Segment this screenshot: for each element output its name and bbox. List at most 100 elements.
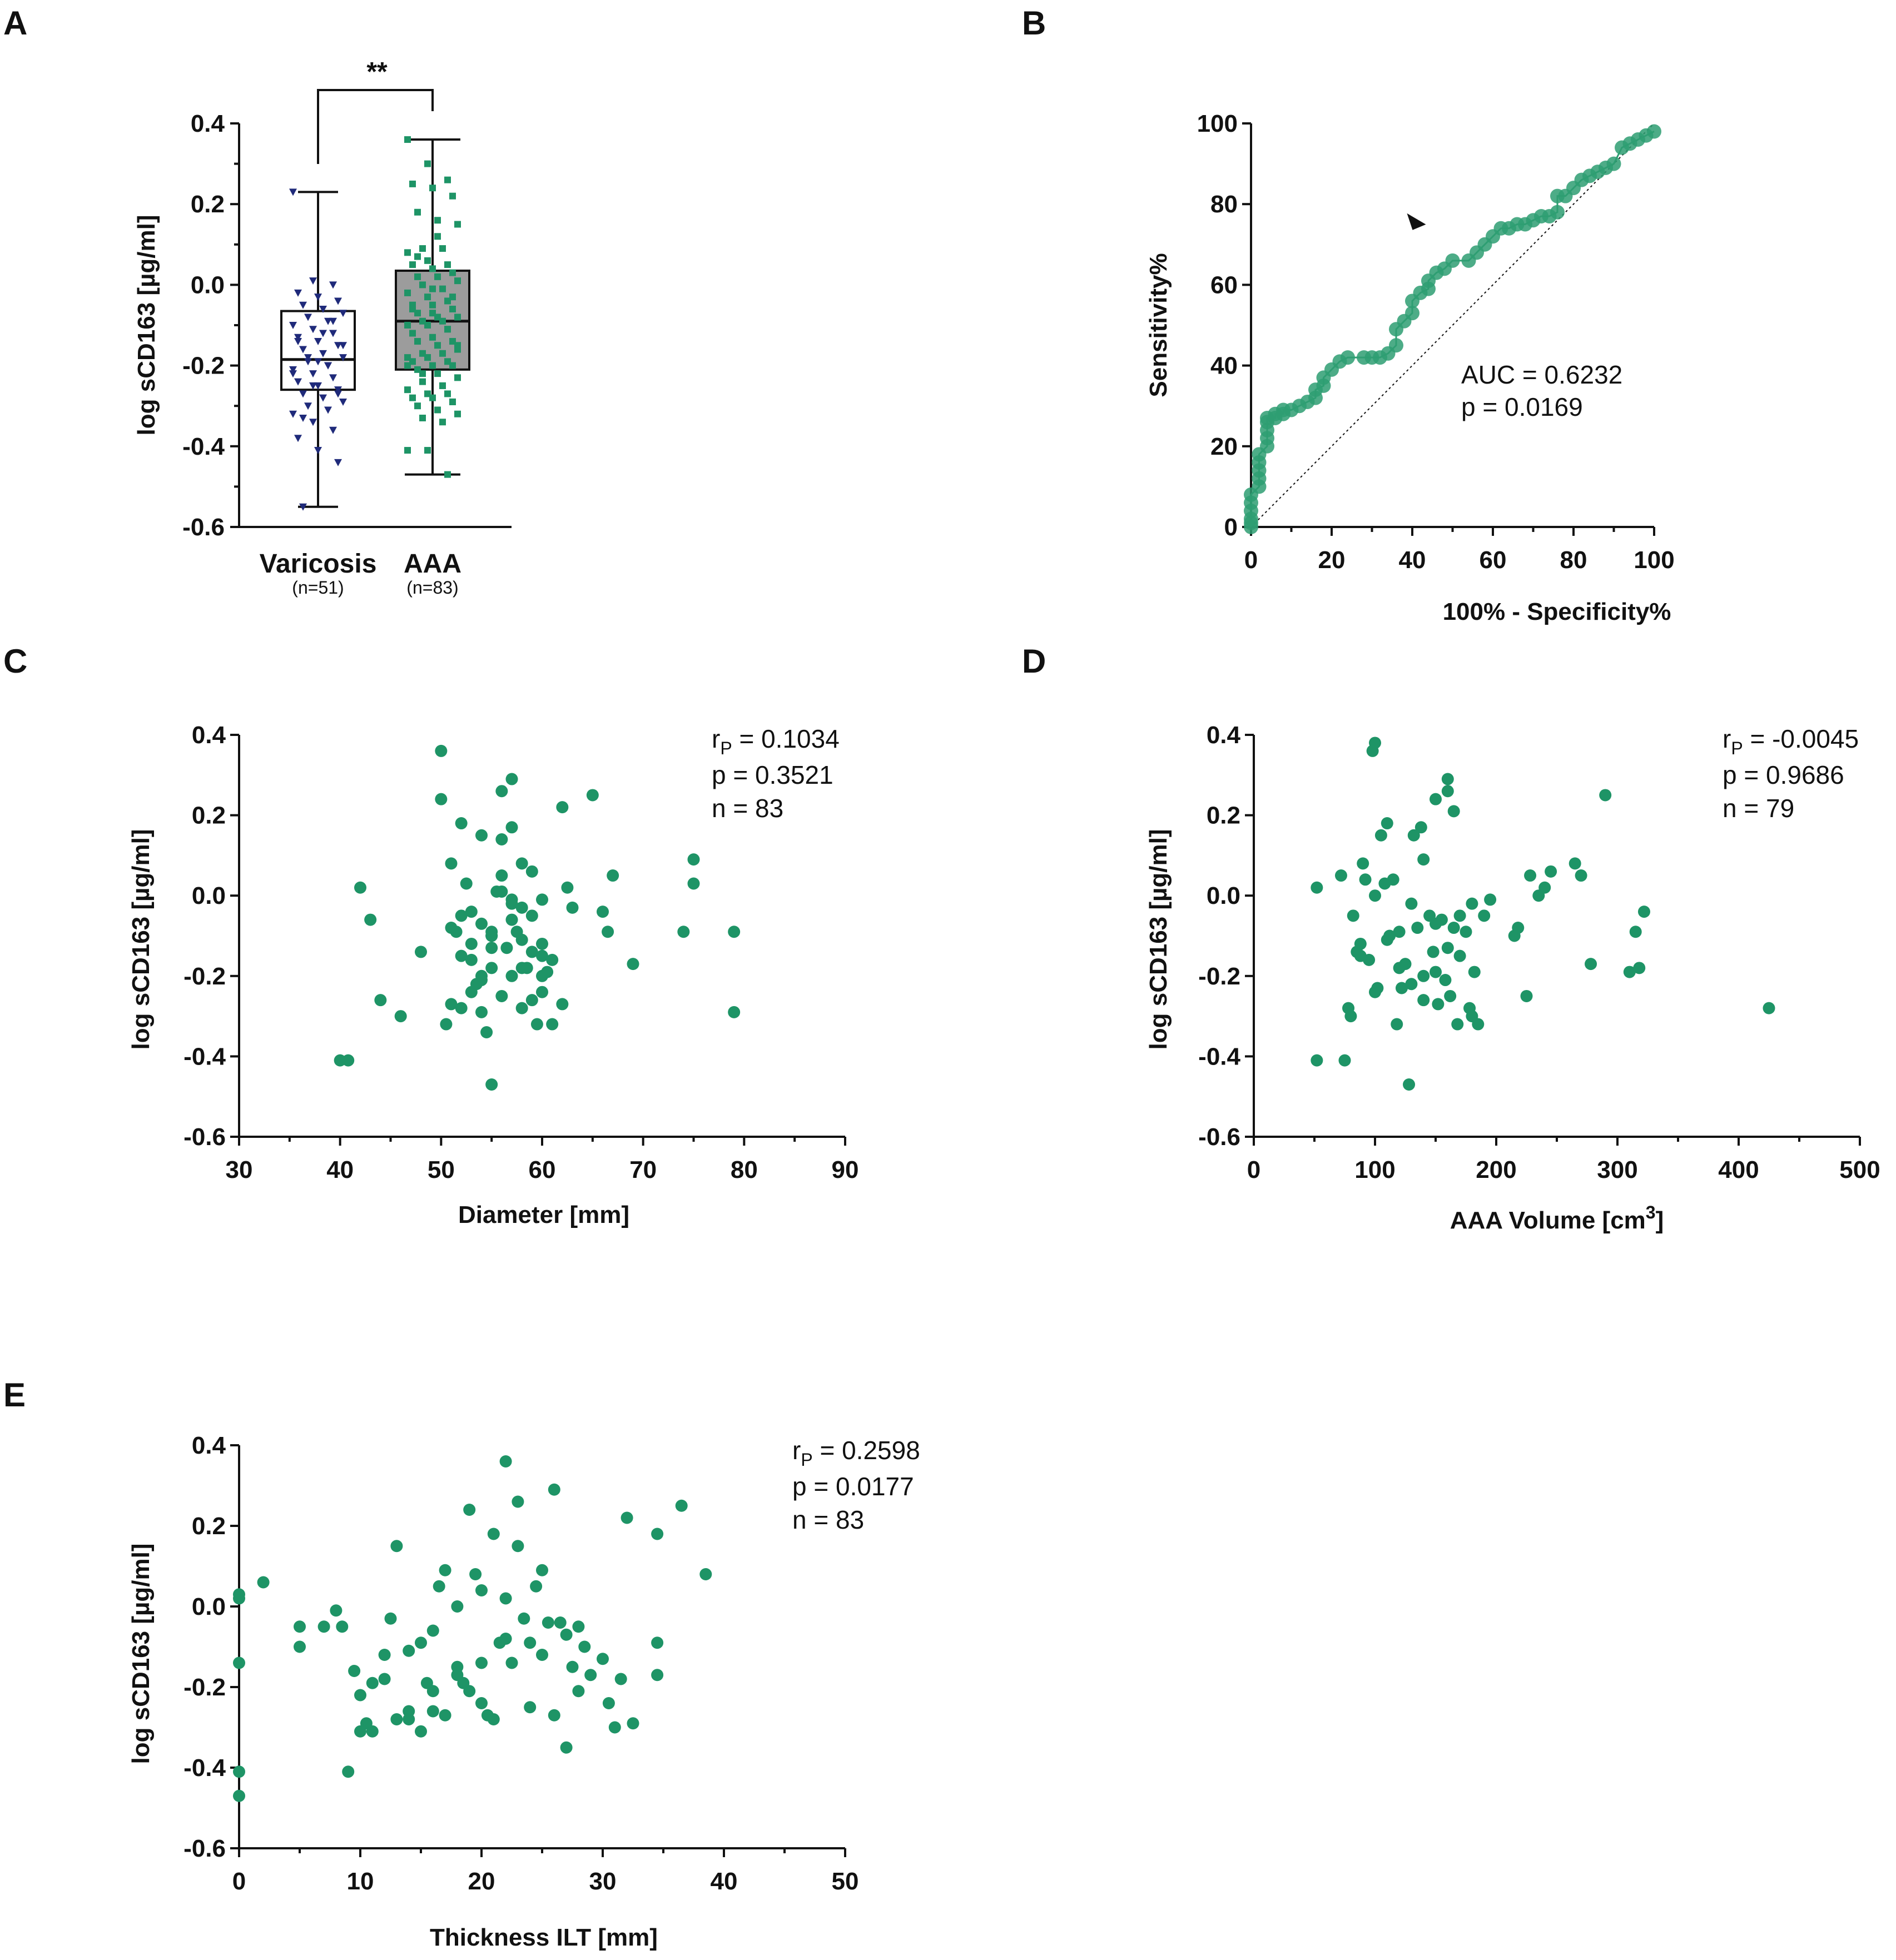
panel-c-data-point <box>475 969 488 982</box>
group-varicosis-data-point <box>309 370 317 378</box>
panel-c-x-tick-label: 90 <box>832 1156 859 1183</box>
panel-d-n-stat: n = 79 <box>1723 794 1794 823</box>
group-aaa-data-point <box>414 338 421 345</box>
group-aaa-data-point <box>434 406 441 414</box>
group-varicosis-data-point <box>339 354 347 362</box>
panel-c-data-point <box>556 998 569 1011</box>
panel-d-x-label: AAA Volume [cm3] <box>1450 1202 1664 1234</box>
panel-d-y-tick-label: -0.2 <box>1198 963 1240 990</box>
panel-e-x-tick-label: 50 <box>832 1868 859 1895</box>
panel-letter-d: D <box>1022 643 1046 680</box>
p-annotation: p = 0.0169 <box>1461 392 1583 421</box>
panel-d-data-point <box>1311 881 1323 894</box>
group-aaa-data-point <box>439 245 446 252</box>
panel-a-y-tick-label: -0.6 <box>182 514 225 541</box>
panel-d-data-point <box>1354 937 1367 950</box>
significance-bracket-line <box>317 89 434 164</box>
group-varicosis-data-point <box>299 301 307 309</box>
panel-e-data-point <box>487 1528 500 1540</box>
panel-d-data-point <box>1381 933 1393 946</box>
panel-d-data-point <box>1585 958 1597 971</box>
panel-d-data-point <box>1430 793 1442 805</box>
panel-e-y-tick-label: -0.6 <box>183 1835 226 1862</box>
panel-d-data-point <box>1453 909 1466 922</box>
group-varicosis-data-point <box>314 382 322 390</box>
panel-c-data-point <box>465 937 478 950</box>
panel-c-data-point <box>525 994 538 1007</box>
group-aaa-data-point <box>429 394 436 401</box>
panel-c-data-point <box>586 789 599 802</box>
panel-d-r-stat: rP = -0.0045 <box>1723 724 1859 758</box>
panel-e-y-tick-label: -0.2 <box>183 1674 226 1701</box>
panel-c-data-point <box>530 1018 543 1031</box>
panel-c-data-point <box>445 857 458 870</box>
group-varicosis-data-point <box>334 386 342 394</box>
panel-d-data-point <box>1417 969 1430 982</box>
panel-c-y-tick-label: 0.4 <box>192 722 226 749</box>
panel-c-data-point <box>627 958 639 971</box>
panel-c-data-point <box>525 909 538 922</box>
panel-d-y-tick-label: 0.4 <box>1207 722 1241 749</box>
group-varicosis-data-point <box>329 426 337 434</box>
panel-d-data-point <box>1369 737 1381 749</box>
group-varicosis-data-point <box>319 350 327 357</box>
panel-d-x-tick-label: 300 <box>1597 1156 1637 1183</box>
panel-c-data-point <box>480 1026 493 1039</box>
group-varicosis-data-point <box>294 378 302 386</box>
panel-d-data-point <box>1432 998 1445 1011</box>
panel-c-x-tick-label: 60 <box>529 1156 556 1183</box>
panel-d-data-point <box>1478 909 1491 922</box>
panel-e-y-tick-label: 0.2 <box>192 1513 226 1540</box>
group-aaa-data-point <box>404 447 411 454</box>
panel-e-data-point <box>651 1669 664 1682</box>
panel-c-data-point <box>525 946 538 958</box>
group-aaa-data-point <box>414 402 421 410</box>
panel-e-data-point <box>390 1713 403 1725</box>
group-varicosis-data-point <box>329 317 337 325</box>
panel-a-y-label: log sCD163 [µg/ml] <box>133 215 160 436</box>
group-varicosis-data-point <box>334 459 342 466</box>
group-aaa-data-point <box>429 310 436 317</box>
panel-e-data-point <box>548 1483 560 1496</box>
panel-c-data-point <box>495 885 508 898</box>
panel-d-x-tick-label: 200 <box>1476 1156 1516 1183</box>
group-varicosis-data-point <box>314 293 322 301</box>
panel-d-data-point <box>1460 926 1472 938</box>
panel-e-x-tick-label: 20 <box>468 1868 495 1895</box>
panel-e-x-tick-label: 30 <box>589 1868 617 1895</box>
group-varicosis-data-point <box>304 402 312 410</box>
panel-d-data-point <box>1387 873 1399 886</box>
panel-c-y-tick-label: 0.0 <box>192 882 226 909</box>
panel-a-y-tick-label: -0.4 <box>182 433 225 460</box>
group-varicosis-data-point <box>289 370 297 378</box>
panel-b-y-tick-label: 100 <box>1197 110 1238 137</box>
panel-c-data-point <box>505 969 518 982</box>
group-varicosis-data-point <box>294 435 302 442</box>
panel-e-data-point <box>560 1628 573 1641</box>
panel-c-data-point <box>505 897 518 910</box>
group-aaa-data-point <box>439 317 446 325</box>
group-varicosis-data-point <box>314 338 322 346</box>
panel-d-data-point <box>1381 817 1393 830</box>
panel-c-data-point <box>354 881 366 894</box>
panel-e-data-point <box>651 1636 664 1649</box>
panel-e-y-tick-label: 0.4 <box>192 1432 226 1459</box>
panel-e-data-point <box>294 1620 306 1633</box>
panel-d-data-point <box>1629 926 1642 938</box>
panel-e-r-label: r <box>792 1436 801 1465</box>
panel-d-data-point <box>1405 897 1418 910</box>
panel-d-data-point <box>1399 958 1412 971</box>
panel-c-data-point <box>445 922 458 934</box>
panel-a-boxplot: 0.4 0.2 0.0 -0.2 -0.4 -0.6 log sCD163 [µg/ml]… <box>133 57 512 598</box>
panel-c-x-label: Diameter [mm] <box>458 1201 629 1228</box>
panel-letter-e: E <box>3 1376 26 1414</box>
panel-c-y-tick-label: -0.6 <box>183 1123 226 1151</box>
panel-c-x-tick-label: 70 <box>629 1156 657 1183</box>
panel-e-data-point <box>518 1612 530 1625</box>
group-varicosis-data-point <box>289 366 297 374</box>
panel-c-data-point <box>475 1006 488 1018</box>
panel-e-data-point <box>257 1576 270 1589</box>
panel-e-data-point <box>499 1633 512 1645</box>
panel-d-data-point <box>1357 857 1369 870</box>
